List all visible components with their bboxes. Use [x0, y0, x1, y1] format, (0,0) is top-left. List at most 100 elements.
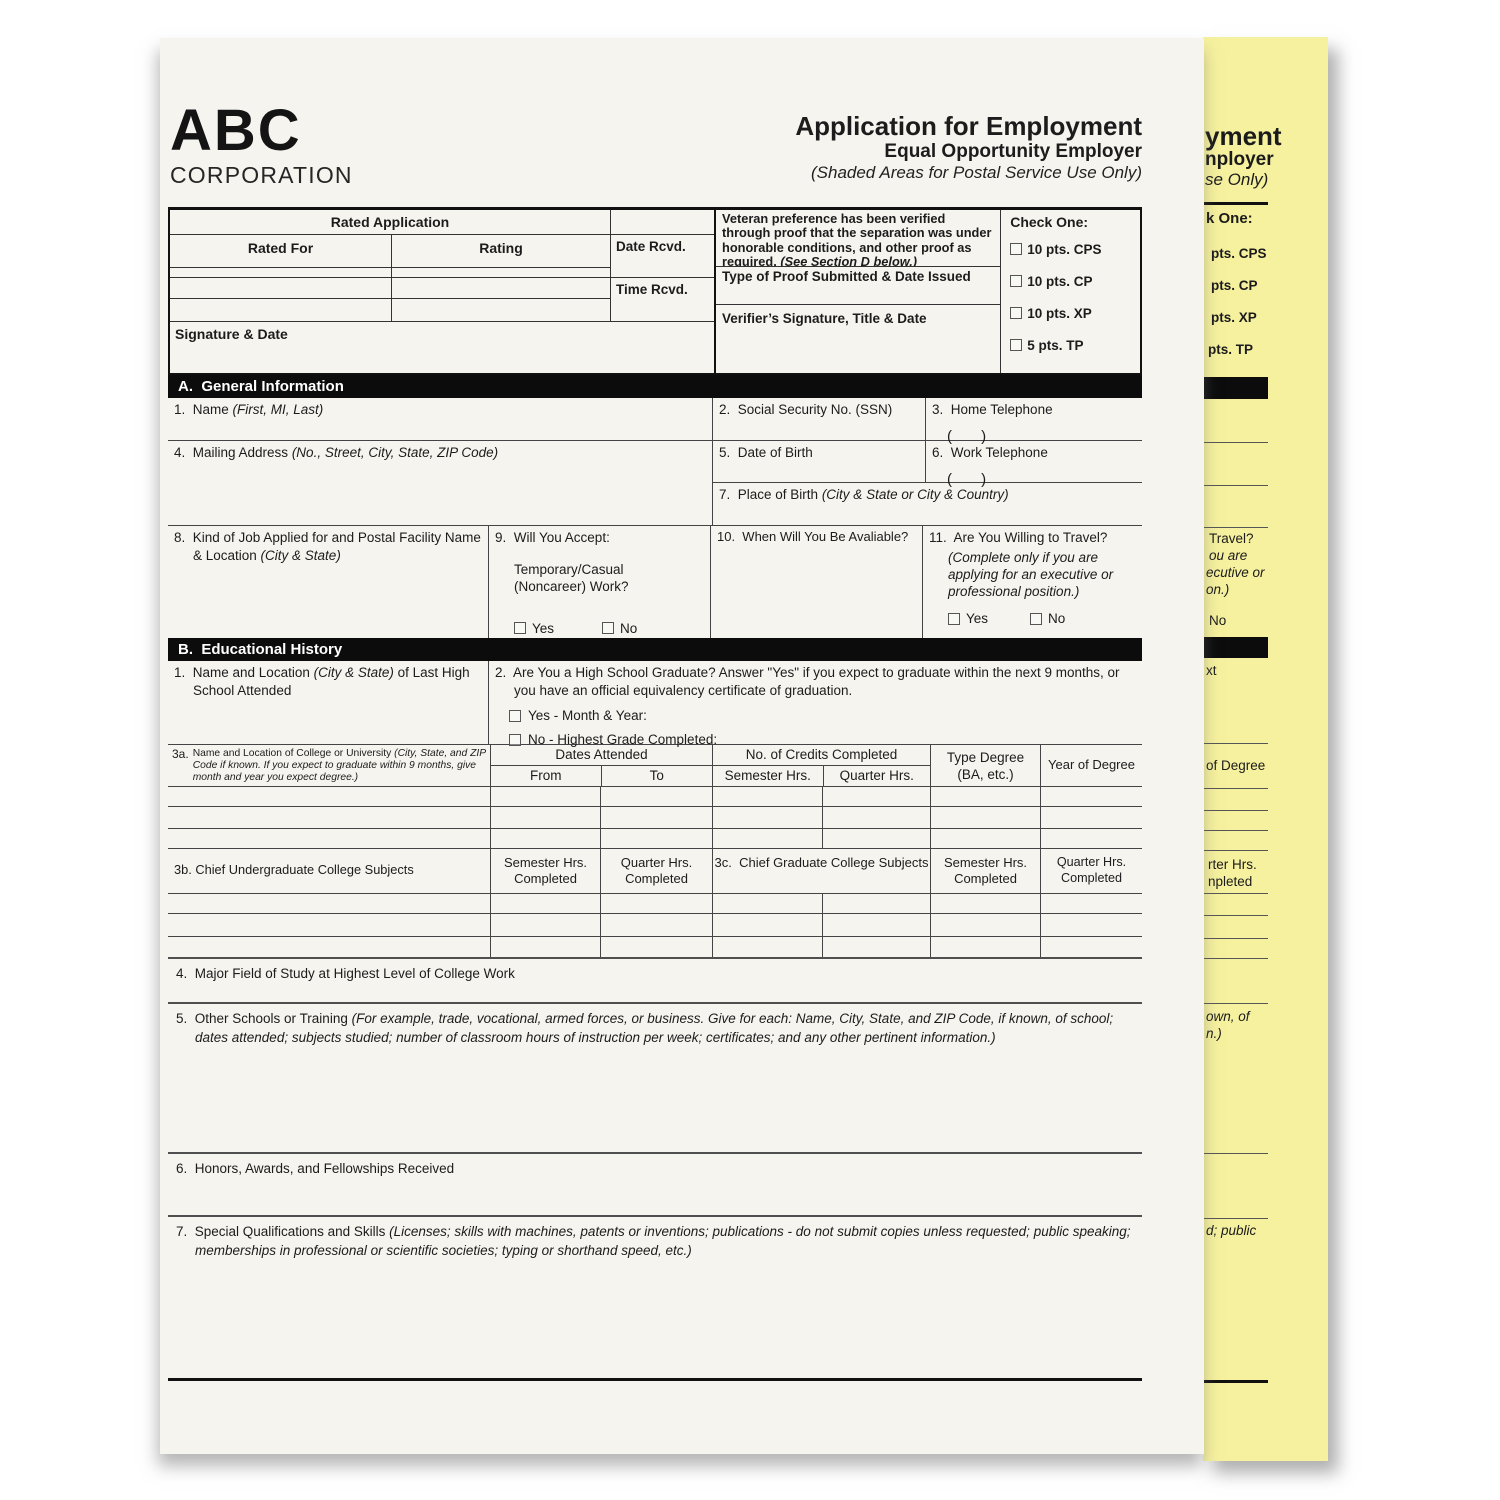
hs-graduate-field: 2. Are You a High School Graduate? Answe… [488, 661, 1142, 747]
undergrad-table-header: 3b. Chief Undergraduate College Subjects… [168, 849, 1142, 894]
checkbox-10pts-cp[interactable] [1010, 275, 1023, 287]
checkbox-travel-no[interactable] [1030, 612, 1043, 625]
carbon-fragment: Travel? [1209, 531, 1254, 546]
kind-of-job-note: (City & State) [260, 547, 341, 563]
checkbox-10pts-cps[interactable] [1010, 243, 1023, 255]
section-a-row2: 4. Mailing Address (No., Street, City, S… [168, 441, 1142, 526]
carbon-copy-sheet: yment nployer se Only) k One: pts. CPS p… [1203, 37, 1328, 1461]
checkbox-accept-yes[interactable] [514, 622, 526, 635]
when-available-field: 10. When Will You Be Avaliable? [710, 526, 922, 638]
logo-text: ABC [170, 98, 302, 163]
check-one-label: Check One: [1010, 214, 1089, 230]
carbon-fragment: No [1209, 613, 1227, 628]
home-telephone-label: 3. Home Telephone [932, 402, 1053, 417]
kind-of-job-field: 8. Kind of Job Applied for and Postal Fa… [168, 526, 488, 638]
check-option-label: 10 pts. CP [1027, 273, 1093, 289]
logo-subtext: CORPORATION [170, 162, 353, 188]
no-label: No [620, 620, 638, 636]
carbon-fragment: npleted [1208, 874, 1253, 889]
college-desc: Name and Location of College or Universi… [192, 748, 395, 759]
no-label: No [1048, 611, 1066, 627]
carbon-fragment: own, of [1206, 1009, 1250, 1024]
major-field-item: 4. Major Field of Study at Highest Level… [168, 957, 1142, 1002]
undergrad-semester-header: Semester Hrs. Completed [490, 849, 600, 893]
name-label: 1. Name [174, 402, 233, 417]
work-telephone-label: 6. Work Telephone [932, 445, 1048, 460]
carbon-fragment: of Degree [1206, 758, 1266, 773]
ssn-label: 2. Social Security No. (SSN) [719, 402, 893, 417]
year-degree-header: Year of Degree [1040, 745, 1142, 786]
check-option-label: 10 pts. XP [1027, 305, 1092, 321]
carbon-fragment: n.) [1206, 1026, 1222, 1041]
carbon-fragment: pts. TP [1208, 342, 1254, 357]
home-telephone-field: 3. Home Telephone ( ) [925, 398, 1142, 445]
carbon-line [1203, 810, 1268, 811]
dates-attended-group: Dates Attended From To [490, 745, 712, 786]
form-title-block: Application for Employment Equal Opportu… [795, 111, 1142, 183]
carbon-fragment: xt [1206, 663, 1217, 678]
carbon-line [1203, 893, 1268, 894]
checkbox-accept-no[interactable] [602, 622, 615, 635]
type-degree-header: Type Degree (BA, etc.) [930, 745, 1040, 786]
checkbox-travel-yes[interactable] [948, 612, 960, 625]
noncareer-work-label: Temporary/Casual (Noncareer) Work? [514, 561, 629, 595]
check-one-block: Check One: 10 pts. CPS 10 pts. CP 10 pts… [1000, 210, 1140, 373]
signature-date-cell: Signature & Date [170, 321, 714, 373]
to-header: To [600, 766, 713, 786]
when-available-label: 10. When Will You Be Avaliable? [717, 529, 909, 544]
checkbox-graduate-yes[interactable] [509, 709, 521, 722]
undergrad-blank-row [168, 894, 1142, 914]
high-school-label: 1. Name and Location [174, 665, 314, 680]
carbon-fragment: k One: [1206, 210, 1253, 227]
phone-parens: ( ) [947, 427, 987, 445]
received-blank-cell [611, 210, 714, 235]
rated-blank-row [170, 299, 610, 321]
carbon-fragment: yment [1205, 121, 1282, 151]
special-qualifications-note: (Licenses; skills with machines, patents… [195, 1224, 1131, 1258]
college-description-cell: 3a. Name and Location of College or Univ… [168, 745, 490, 786]
will-you-accept-field: 9. Will You Accept: Temporary/Casual (No… [488, 526, 710, 638]
travel-no: No [1030, 611, 1065, 626]
date-of-birth-label: 5. Date of Birth [719, 445, 813, 460]
check-option-label: 10 pts. CPS [1027, 241, 1102, 257]
hs-graduate-question: 2. Are You a High School Graduate? Answe… [495, 665, 1120, 698]
willing-to-travel-note: (Complete only if you are applying for a… [948, 549, 1114, 600]
dob-workphone-row: 5. Date of Birth 6. Work Telephone ( ) [712, 441, 1142, 488]
carbon-line [1203, 1003, 1268, 1004]
checkbox-graduate-no[interactable] [509, 733, 521, 746]
undergrad-quarter-header: Quarter Hrs. Completed [600, 849, 712, 893]
mailing-address-label: 4. Mailing Address [174, 445, 292, 460]
carbon-section-bar [1203, 377, 1268, 399]
high-school-note: (City & State) [313, 665, 394, 680]
carbon-fragment: ecutive or [1206, 565, 1265, 580]
form-masthead: ABC CORPORATION Application for Employme… [168, 38, 1142, 207]
willing-to-travel-label: 11. Are You Willing to Travel? [929, 530, 1108, 545]
accept-yes: Yes [514, 621, 554, 636]
rated-application-header: Rated Application [170, 210, 610, 235]
received-column: Date Rcvd. Time Rcvd. [611, 210, 714, 321]
college-item-number: 3a. [172, 747, 189, 761]
undergrad-blank-row [168, 937, 1142, 957]
undergrad-blank-row [168, 914, 1142, 937]
work-telephone-field: 6. Work Telephone ( ) [925, 441, 1142, 488]
checkbox-10pts-xp[interactable] [1010, 307, 1023, 319]
veteran-text: Veteran preference has been verified thr… [722, 211, 992, 267]
verifier-signature-cell: Verifier’s Signature, Title & Date [722, 311, 927, 326]
carbon-line [1203, 1153, 1268, 1154]
carbon-rule [1203, 202, 1268, 205]
high-school-label-cont: of Last High School Attended [193, 665, 470, 698]
carbon-line [1203, 958, 1268, 959]
special-qualifications-label: 7. Special Qualifications and Skills [176, 1224, 390, 1239]
graduate-yes-label: Yes - Month & Year: [528, 708, 647, 724]
credits-completed-group: No. of Credits Completed Semester Hrs. Q… [712, 745, 930, 786]
date-of-birth-field: 5. Date of Birth [712, 441, 925, 482]
carbon-line [1203, 1218, 1268, 1219]
place-of-birth-field: 7. Place of Birth (City & State or City … [712, 483, 1142, 525]
honors-item: 6. Honors, Awards, and Fellowships Recei… [168, 1152, 1142, 1215]
accept-no: No [602, 621, 637, 636]
carbon-line [1203, 743, 1268, 744]
date-received-label: Date Rcvd. [611, 235, 714, 278]
carbon-line [1203, 850, 1268, 851]
checkbox-5pts-tp[interactable] [1010, 339, 1023, 351]
section-a-header: A. General Information [168, 375, 1142, 398]
